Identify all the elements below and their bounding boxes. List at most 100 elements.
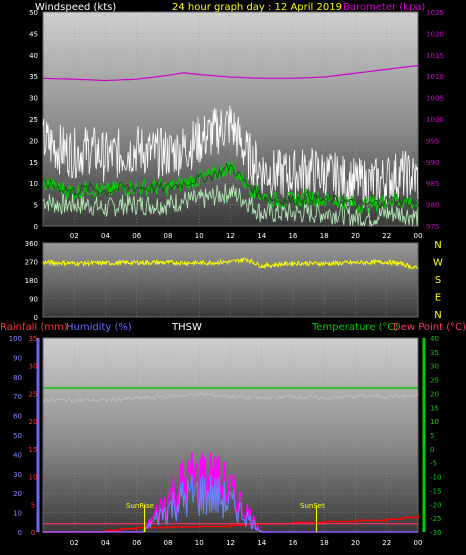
barometer-tick-label: 1010 (426, 73, 444, 81)
temperature-ticks: -30 -25 -20 -15 -10 -5 0 5 10 15 20 25 30 35 40 (430, 335, 441, 537)
sunrise-annotation: SunRise (126, 502, 154, 510)
windspeed-tick-label: 25 (29, 116, 38, 124)
humidity-line (42, 391, 419, 403)
winddir-ticks: 0 90 180 270 360 (25, 240, 38, 322)
barometer-axis-label: Barometer (kpa) (343, 2, 425, 13)
rainfall-tick-label: 30 (29, 363, 38, 371)
top-x-tick-label: 06 (132, 232, 141, 240)
sunset-annotation: SunSet (300, 502, 325, 510)
legend-rainfall: Rainfall (mm) (0, 322, 68, 333)
barometer-tick-label: 1025 (426, 9, 444, 17)
temperature-tick-label: 0 (430, 446, 434, 454)
temperature-tick-label: 35 (430, 349, 439, 357)
humidity-tick-label: 60 (13, 413, 22, 421)
compass-label: N (434, 310, 441, 321)
windspeed-axis-label: Windspeed (kts) (35, 2, 116, 13)
top-x-tick-label: 12 (226, 232, 235, 240)
winddir-grid (43, 242, 419, 318)
wind-series-group (42, 64, 419, 228)
wind-average-smooth-line (42, 162, 419, 210)
barometer-tick-label: 1020 (426, 30, 444, 38)
rainfall-tick-label: 25 (29, 390, 38, 398)
top-x-tick-label: 20 (351, 232, 360, 240)
rainfall-tick-label: 20 (29, 418, 38, 426)
bottom-x-tick-label: 16 (289, 539, 298, 547)
uv-line (43, 474, 418, 533)
rainfall-tick-label: 5 (31, 501, 35, 509)
humidity-ticks: 0 10 20 30 40 50 60 70 80 90 100 (9, 335, 22, 537)
temperature-tick-label: -25 (430, 515, 441, 523)
top-x-tick-label: 10 (195, 232, 204, 240)
windspeed-tick-label: 0 (34, 223, 38, 231)
humidity-tick-label: 30 (13, 471, 22, 479)
temperature-tick-label: -10 (430, 474, 441, 482)
rainfall-tick-label: 15 (29, 446, 38, 454)
compass-label: W (433, 258, 443, 269)
windspeed-tick-label: 35 (29, 73, 38, 81)
top-x-tick-label: 04 (101, 232, 110, 240)
bottom-x-tick-label: 12 (226, 539, 235, 547)
wind-gust-line (42, 105, 419, 209)
compass-label: E (435, 293, 441, 304)
humidity-tick-label: 80 (13, 374, 22, 382)
bottom-x-tick-label: 02 (70, 539, 79, 547)
bottom-grid (43, 337, 419, 533)
wind-direction-line (42, 257, 419, 271)
barometer-tick-label: 990 (426, 159, 439, 167)
bottom-x-tick-label: 20 (351, 539, 360, 547)
barometer-tick-label: 1015 (426, 52, 444, 60)
windspeed-tick-label: 10 (29, 180, 38, 188)
top-x-tick-label: 00 (414, 232, 423, 240)
temperature-tick-label: -20 (430, 501, 441, 509)
winddir-tick-label: 90 (29, 296, 38, 304)
winddir-series-group (42, 257, 419, 271)
bottom-x-tick-label: 14 (257, 539, 266, 547)
windspeed-tick-label: 15 (29, 159, 38, 167)
humidity-tick-label: 40 (13, 451, 22, 459)
humidity-tick-label: 90 (13, 354, 22, 362)
barometer-tick-label: 975 (426, 223, 439, 231)
windspeed-tick-label: 30 (29, 95, 38, 103)
winddir-tick-label: 180 (25, 277, 38, 285)
bottom-x-tick-label: 04 (101, 539, 110, 547)
top-x-tick-label: 08 (164, 232, 173, 240)
bottom-x-tick-label: 00 (414, 539, 423, 547)
chart-title: 24 hour graph day : 12 April 2019 (172, 2, 342, 13)
winddir-tick-label: 360 (25, 240, 38, 248)
barometer-tick-label: 1005 (426, 95, 444, 103)
temperature-tick-label: 20 (430, 390, 439, 398)
bottom-x-tick-label: 08 (164, 539, 173, 547)
bottom-series-group (42, 387, 419, 533)
barometer-tick-label: 1000 (426, 116, 444, 124)
wind-average-line (42, 160, 419, 215)
wind-lull-line (42, 183, 419, 228)
windspeed-tick-label: 20 (29, 137, 38, 145)
temperature-tick-label: 10 (430, 418, 439, 426)
legend-dewpoint: Dew Point (°C) (393, 322, 466, 333)
rainfall-ticks: 0 5 10 15 20 25 30 35 (29, 335, 38, 537)
humidity-tick-label: 100 (9, 335, 22, 343)
temperature-tick-label: 15 (430, 404, 439, 412)
humidity-tick-label: 50 (13, 432, 22, 440)
temperature-tick-label: -5 (430, 460, 437, 468)
temperature-tick-label: 30 (430, 363, 439, 371)
temperature-tick-label: -30 (430, 529, 441, 537)
compass-label: N (434, 240, 441, 251)
barometer-ticks: 975 980 985 990 995 1000 1005 1010 1015 1020 1025 (426, 9, 444, 231)
top-x-tick-label: 02 (70, 232, 79, 240)
windspeed-tick-label: 40 (29, 52, 38, 60)
barometer-tick-label: 985 (426, 180, 439, 188)
barometer-line (42, 64, 419, 82)
top-x-tick-label: 14 (257, 232, 266, 240)
temperature-tick-label: 40 (430, 335, 439, 343)
humidity-tick-label: 70 (13, 393, 22, 401)
bottom-x-tick-label: 22 (382, 539, 391, 547)
top-x-tick-label: 16 (289, 232, 298, 240)
windspeed-tick-label: 50 (29, 9, 38, 17)
legend-thsw: THSW (171, 322, 202, 333)
bottom-x-ticks: 02 04 06 08 10 12 14 16 18 20 22 00 (70, 539, 423, 547)
legend-temperature: Temperature (°C) (311, 322, 398, 333)
bottom-x-tick-label: 18 (320, 539, 329, 547)
humidity-tick-label: 10 (13, 510, 22, 518)
